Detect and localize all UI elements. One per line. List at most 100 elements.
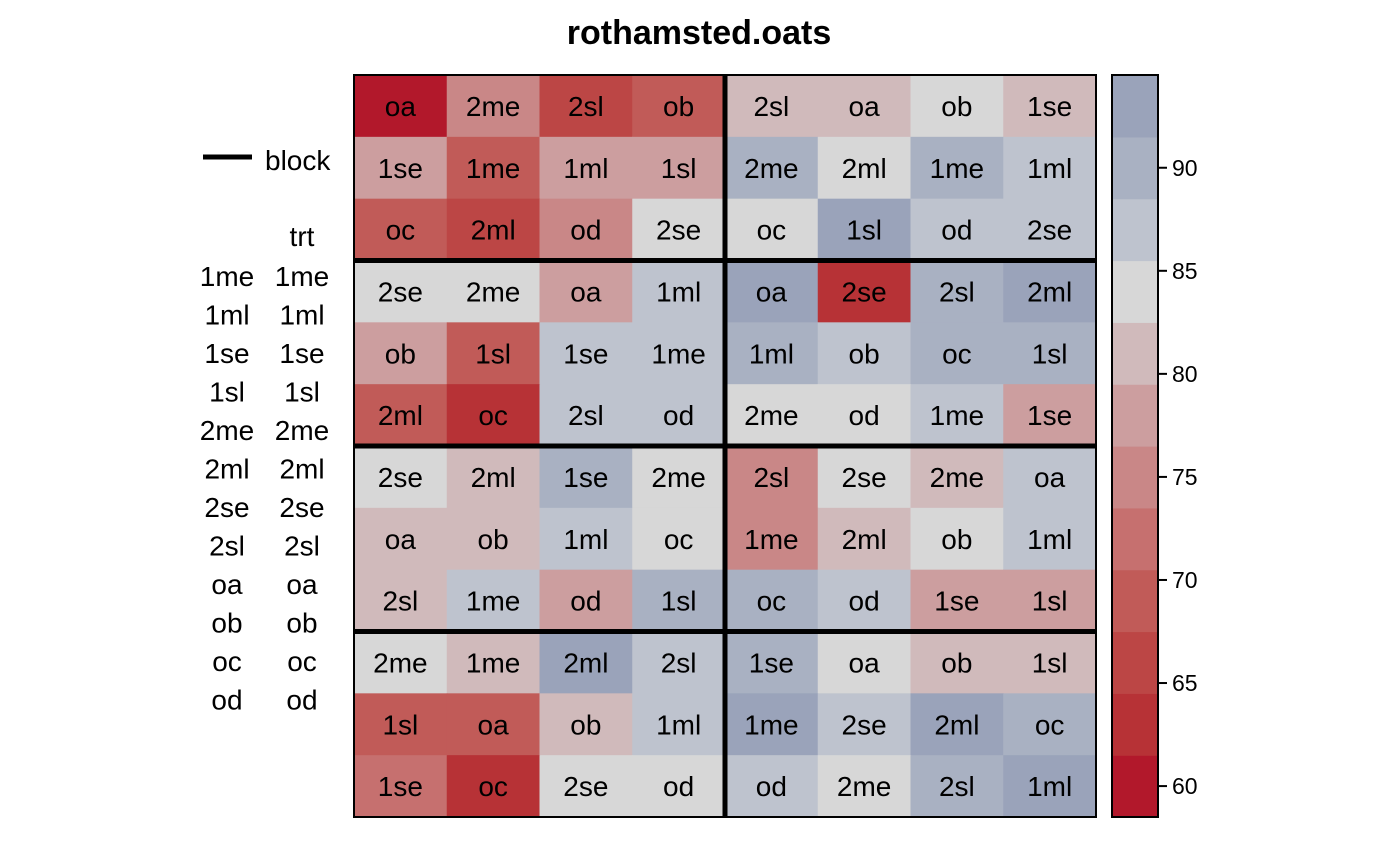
heatmap-cell: [539, 136, 633, 200]
cell-label: 1se: [378, 153, 423, 184]
heatmap-cell: [725, 631, 819, 694]
heatmap-cell: [817, 322, 912, 385]
heatmap-cell: [354, 446, 448, 509]
heatmap-cell: [910, 755, 1004, 818]
color-key-tick-label: 70: [1172, 567, 1198, 593]
cell-label: 1sl: [661, 153, 697, 184]
cell-label: oa: [756, 276, 788, 307]
heatmap-cell: [354, 569, 448, 633]
heatmap-cell: [446, 631, 541, 694]
color-key-band: [1112, 322, 1158, 385]
legend: block trt 1me 1ml 1se 1sl 2me 2ml 2se 2sl oa ob oc…: [200, 145, 332, 716]
heatmap-cell: [1003, 75, 1097, 138]
trt-legend-item: oc: [212, 646, 242, 677]
trt-legend-item: 2ml: [204, 454, 249, 485]
heatmap-cell: [354, 260, 448, 323]
cell-label: 2sl: [382, 586, 418, 617]
heatmap-cell: [354, 693, 448, 756]
cell-label: oa: [570, 276, 602, 307]
heatmap-cell: [539, 755, 633, 818]
cell-label: ob: [941, 647, 972, 678]
cell-label: od: [663, 771, 694, 802]
cell-label: 2me: [744, 153, 798, 184]
heatmap-cell: [446, 755, 541, 818]
cell-label: 1me: [744, 524, 798, 555]
cell-label: 1se: [563, 462, 608, 493]
trt-legend-item: 2se: [204, 492, 249, 523]
cell-label: 1me: [466, 647, 520, 678]
heatmap-cell: [910, 136, 1004, 200]
heatmap-cell: [446, 693, 541, 756]
trt-legend-item: 2se: [279, 492, 324, 523]
heatmap-cell: [354, 384, 448, 447]
cell-label: oa: [385, 91, 417, 122]
heatmap-cell: [1003, 384, 1097, 447]
heatmap-cell: [910, 322, 1004, 385]
heatmap-cell: [1003, 631, 1097, 694]
cell-label: ob: [849, 338, 880, 369]
trt-legend-item: 2sl: [209, 531, 245, 562]
cell-label: 2ml: [1027, 276, 1072, 307]
cell-label: oc: [757, 215, 787, 246]
heatmap-cell: [1003, 260, 1097, 323]
block-boundaries: [354, 75, 1096, 817]
cell-label: od: [663, 400, 694, 431]
cell-label: 1me: [466, 586, 520, 617]
heatmap-cell: [725, 75, 819, 138]
heatmap-cell: [910, 507, 1004, 571]
cell-label: ob: [478, 524, 509, 555]
cell-label: oc: [1035, 709, 1065, 740]
cell-label: 2ml: [471, 462, 516, 493]
trt-legend-item: 2sl: [284, 531, 320, 562]
cell-label: 2sl: [661, 647, 697, 678]
heatmap-cell: [1003, 136, 1097, 200]
trt-legend-item: 1ml: [204, 300, 249, 331]
heatmap-cell: [817, 198, 912, 262]
heatmap-cell: [632, 755, 726, 818]
heatmap-cell: [817, 384, 912, 447]
heatmap-cell: [354, 322, 448, 385]
color-key-band: [1112, 260, 1158, 323]
cell-label: 1me: [930, 400, 984, 431]
cell-label: 1sl: [1032, 338, 1068, 369]
cell-label: 2ml: [934, 709, 979, 740]
heatmap-cell: [354, 136, 448, 200]
trt-legend-item: od: [211, 685, 242, 716]
heatmap-cell: [725, 198, 819, 262]
trt-legend-item: ob: [286, 608, 317, 639]
cell-label: 2sl: [753, 462, 789, 493]
cell-label: 1sl: [382, 709, 418, 740]
trt-legend-item: oa: [211, 569, 243, 600]
color-key-tick-label: 85: [1172, 258, 1198, 284]
cell-label: 2sl: [939, 276, 975, 307]
cell-label: ob: [941, 91, 972, 122]
cell-label: 1sl: [475, 338, 511, 369]
trt-legend-item: 1se: [279, 338, 324, 369]
trt-legend-columns: 1me 1ml 1se 1sl 2me 2ml 2se 2sl oa ob oc od 1me 1ml 1s…: [200, 261, 329, 716]
cell-label: 2se: [378, 276, 423, 307]
cell-label: oc: [757, 586, 787, 617]
cell-label: 1sl: [661, 586, 697, 617]
cell-label: 1se: [934, 586, 979, 617]
heatmap-cell: [725, 507, 819, 571]
heatmap-cell: [910, 260, 1004, 323]
heatmap-cell: [817, 446, 912, 509]
cell-label: 2me: [466, 91, 520, 122]
color-key-tick-label: 75: [1172, 464, 1198, 490]
heatmap-cell: [725, 755, 819, 818]
cell-label: od: [941, 215, 972, 246]
heatmap-cell: [446, 384, 541, 447]
color-key-band: [1112, 693, 1158, 756]
heatmap-cell: [632, 322, 726, 385]
cell-label: 2ml: [378, 400, 423, 431]
trt-legend-item: 1sl: [209, 377, 245, 408]
heatmap-cell: [354, 631, 448, 694]
heatmap-cell: [1003, 507, 1097, 571]
cell-label: 1ml: [563, 524, 608, 555]
heatmap-cell: [539, 260, 633, 323]
heatmap-cell: [539, 693, 633, 756]
trt-legend-header: trt: [290, 221, 315, 252]
heatmap-cell: [817, 136, 912, 200]
cell-label: od: [570, 215, 601, 246]
